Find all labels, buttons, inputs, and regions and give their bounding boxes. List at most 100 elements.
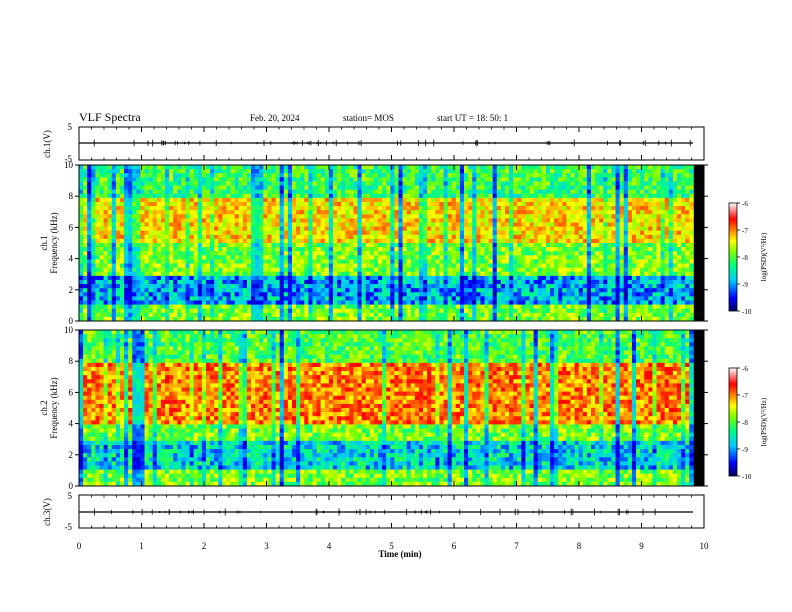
spectrogram-cell: [571, 177, 576, 182]
spectrogram-cell: [493, 186, 498, 191]
spectrogram-cell: [83, 305, 88, 310]
spectrogram-cell: [185, 313, 190, 318]
spectrogram-cell: [173, 227, 178, 232]
spectrogram-cell: [423, 259, 428, 264]
spectrogram-cell: [542, 259, 547, 264]
spectrogram-cell: [583, 198, 588, 203]
spectrogram-cell: [480, 231, 485, 236]
spectrogram-cell: [341, 268, 346, 273]
spectrogram-cell: [571, 198, 576, 203]
spectrogram-cell: [214, 259, 219, 264]
spectrogram-cell: [439, 169, 444, 174]
spectrogram-cell: [251, 186, 256, 191]
spectrogram-cell: [407, 276, 412, 281]
spectrogram-cell: [411, 292, 416, 297]
spectrogram-cell: [472, 177, 477, 182]
spectrogram-cell: [145, 276, 150, 281]
spectrogram-cell: [411, 284, 416, 289]
spectrogram-cell: [607, 227, 612, 232]
spectrogram-cell: [403, 284, 408, 289]
spectrogram-cell: [99, 264, 104, 269]
spectrogram-cell: [177, 190, 182, 195]
spectrogram-cell: [300, 190, 305, 195]
spectrogram-cell: [427, 222, 432, 227]
spectrogram-cell: [571, 194, 576, 199]
spectrogram-cell: [165, 214, 170, 219]
spectrogram-cell: [325, 202, 330, 207]
spectrogram-cell: [104, 181, 109, 186]
spectrogram-cell: [308, 194, 313, 199]
spectrogram-cell: [272, 276, 277, 281]
spectrogram-cell: [317, 268, 322, 273]
spectrogram-cell: [407, 206, 412, 211]
spectrogram-cell: [435, 231, 440, 236]
spectrogram-cell: [571, 259, 576, 264]
spectrogram-cell: [181, 300, 186, 305]
spectrogram-cell: [288, 292, 293, 297]
spectrogram-cell: [390, 202, 395, 207]
spectrogram-cell: [194, 247, 199, 252]
spectrogram-cell: [505, 309, 510, 314]
spectrogram-cell: [530, 190, 535, 195]
spectrogram-cell: [558, 296, 563, 301]
spectrogram-cell: [136, 247, 141, 252]
spectrogram-cell: [132, 309, 137, 314]
spectrogram-cell: [177, 227, 182, 232]
spectrogram-cell: [538, 259, 543, 264]
spectrogram-cell: [550, 222, 555, 227]
spectrogram-cell: [259, 239, 264, 244]
spectrogram-cell: [546, 169, 551, 174]
spectrogram-cell: [382, 280, 387, 285]
spectrogram-cell: [415, 190, 420, 195]
spectrogram-cell: [120, 165, 125, 170]
spectrogram-cell: [353, 177, 358, 182]
spectrogram-cell: [210, 214, 215, 219]
spectrogram-cell: [284, 186, 289, 191]
spectrogram-cell: [349, 255, 354, 260]
spectrogram-cell: [538, 296, 543, 301]
spectrogram-cell: [259, 218, 264, 223]
spectrogram-cell: [145, 255, 150, 260]
spectrogram-cell: [206, 194, 211, 199]
spectrogram-cell: [530, 288, 535, 293]
spectrogram-cell: [218, 276, 223, 281]
spectrogram-cell: [226, 190, 231, 195]
spectrogram-cell: [124, 305, 129, 310]
spectrogram-cell: [562, 177, 567, 182]
spectrogram-cell: [308, 313, 313, 318]
spectrogram-cell: [251, 222, 256, 227]
spectrogram-cell: [149, 255, 154, 260]
spectrogram-cell: [370, 227, 375, 232]
spectrogram-cell: [554, 251, 559, 256]
spectrogram-cell: [554, 300, 559, 305]
spectrogram-cell: [497, 186, 502, 191]
spectrogram-cell: [464, 222, 469, 227]
spectrogram-cell: [91, 305, 96, 310]
spectrogram-cell: [145, 218, 150, 223]
spectrogram-cell: [456, 181, 461, 186]
spectrogram-cell: [362, 177, 367, 182]
spectrogram-cell: [403, 309, 408, 314]
spectrogram-cell: [538, 239, 543, 244]
spectrogram-cell: [231, 305, 236, 310]
spectrogram-cell: [329, 251, 334, 256]
spectrogram-cell: [452, 214, 457, 219]
spectrogram-cell: [202, 198, 207, 203]
spectrogram-cell: [255, 264, 260, 269]
spectrogram-cell: [112, 313, 117, 318]
spectrogram-cell: [415, 173, 420, 178]
spectrogram-cell: [497, 165, 502, 170]
spectrogram-cell: [525, 194, 530, 199]
spectrogram-cell: [312, 296, 317, 301]
spectrogram-cell: [534, 276, 539, 281]
spectrogram-cell: [194, 218, 199, 223]
spectrogram-cell: [112, 243, 117, 248]
spectrogram-cell: [243, 227, 248, 232]
spectrogram-cell: [386, 173, 391, 178]
spectrogram-cell: [169, 194, 174, 199]
spectrogram-cell: [177, 177, 182, 182]
spectrogram-cell: [333, 251, 338, 256]
spectrogram-cell: [132, 169, 137, 174]
spectrogram-cell: [435, 280, 440, 285]
spectrogram-cell: [513, 305, 518, 310]
